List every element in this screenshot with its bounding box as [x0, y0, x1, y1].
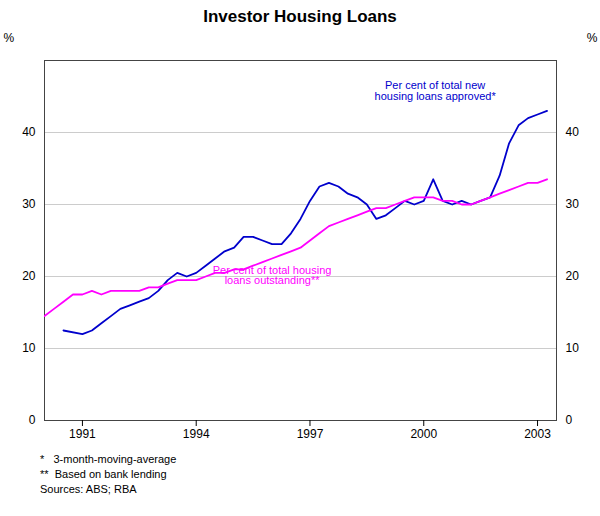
svg-text:1991: 1991 — [69, 427, 96, 441]
svg-text:2003: 2003 — [524, 427, 551, 441]
html-text:* 3-month-moving-average: * 3-month-moving-average — [40, 453, 177, 465]
svg-text:Per cent of total housingloans: Per cent of total housingloans outstandi… — [213, 264, 332, 287]
svg-text:Per cent of total newhousing l: Per cent of total newhousing loans appro… — [375, 79, 497, 102]
html-text:Investor Housing Loans: Investor Housing Loans — [203, 7, 397, 26]
svg-text:40: 40 — [22, 125, 36, 139]
html-text:Sources: ABS; RBA: Sources: ABS; RBA — [40, 483, 137, 495]
svg-text:40: 40 — [566, 125, 580, 139]
svg-text:20: 20 — [22, 269, 36, 283]
svg-text:30: 30 — [566, 197, 580, 211]
svg-text:1994: 1994 — [183, 427, 210, 441]
html-text:** Based on bank lending: ** Based on bank lending — [40, 468, 167, 480]
svg-text:0: 0 — [29, 413, 36, 427]
svg-text:20: 20 — [566, 269, 580, 283]
svg-text:1997: 1997 — [297, 427, 324, 441]
svg-text:10: 10 — [566, 341, 580, 355]
svg-text:30: 30 — [22, 197, 36, 211]
svg-text:2000: 2000 — [410, 427, 437, 441]
svg-text:%: % — [587, 31, 598, 45]
svg-text:0: 0 — [566, 413, 573, 427]
svg-text:%: % — [4, 31, 15, 45]
svg-text:10: 10 — [22, 341, 36, 355]
